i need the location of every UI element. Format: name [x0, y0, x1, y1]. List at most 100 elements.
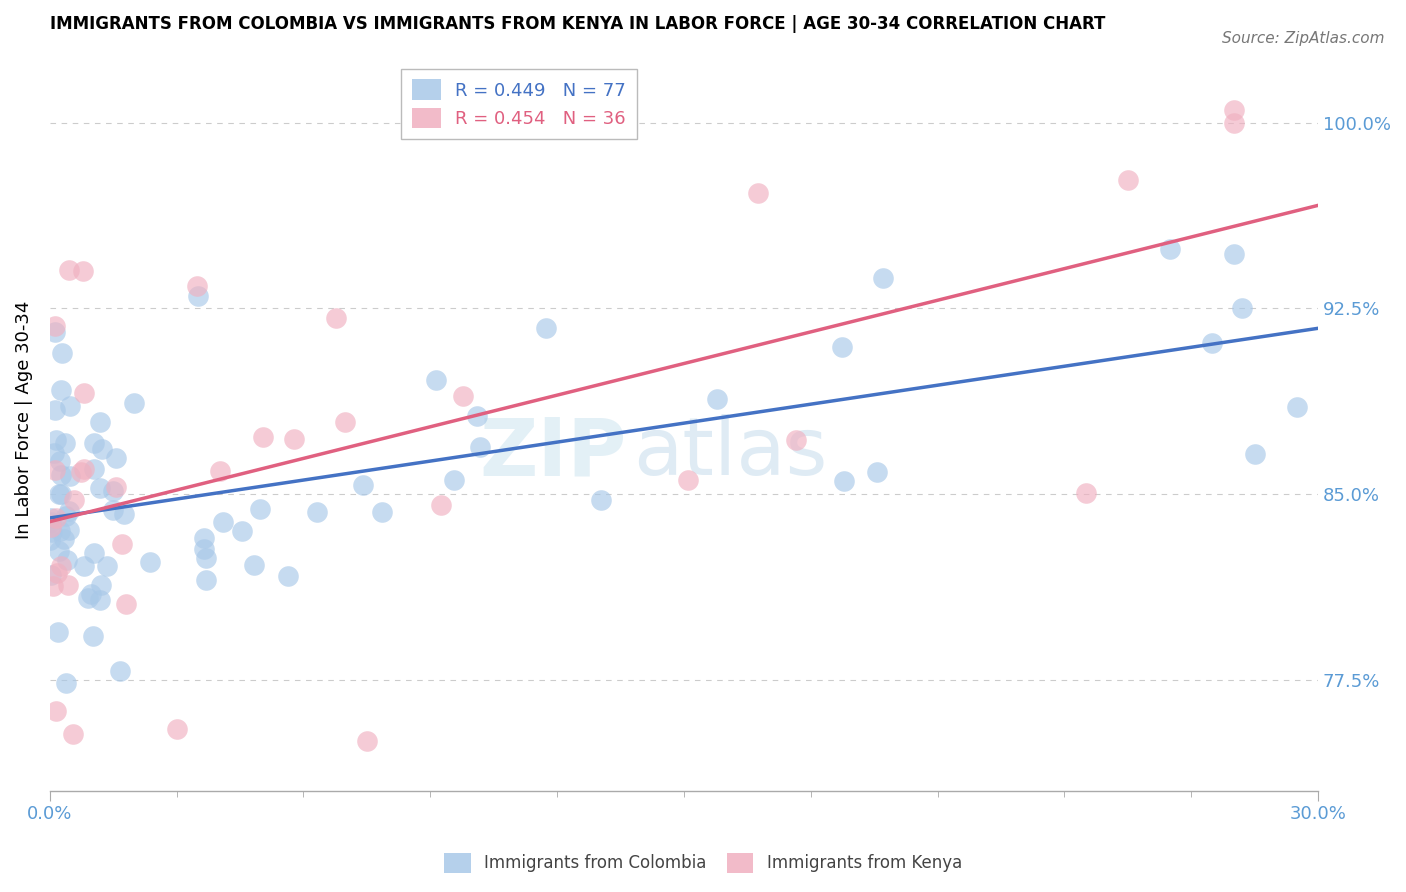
Point [44, 402, 66, 417]
Point [872, 270, 894, 285]
Point [49, 383, 72, 397]
Legend: Immigrants from Colombia, Immigrants from Kenya: Immigrants from Colombia, Immigrants fro… [437, 847, 969, 880]
Point [41, 525, 63, 540]
Point [534, 320, 557, 334]
Point [77, 591, 100, 605]
Point [101, 503, 124, 517]
Point [72, 462, 94, 476]
Point [73, 558, 96, 573]
Point [352, 478, 374, 492]
Point [62, 726, 84, 740]
Text: atlas: atlas [633, 414, 828, 492]
Point [39, 516, 62, 530]
Point [443, 474, 465, 488]
Point [249, 501, 271, 516]
Point [42, 579, 65, 593]
Point [82, 629, 104, 643]
Point [451, 389, 474, 403]
Point [55, 509, 77, 524]
Point [591, 493, 613, 508]
Point [1243, 447, 1265, 461]
Point [39, 511, 62, 525]
Point [89, 415, 111, 429]
Point [468, 440, 491, 454]
Point [425, 373, 447, 387]
Point [832, 475, 855, 489]
Point [831, 340, 853, 354]
Point [49, 524, 72, 538]
Point [46, 566, 69, 581]
Point [108, 664, 131, 678]
Point [139, 555, 162, 569]
Point [55, 676, 77, 690]
Point [58, 262, 80, 277]
Point [356, 734, 378, 748]
Point [48, 487, 70, 501]
Point [45, 511, 67, 525]
Point [45, 704, 67, 718]
Point [186, 279, 208, 293]
Point [305, 506, 328, 520]
Point [370, 505, 392, 519]
Point [96, 559, 118, 574]
Point [44, 446, 66, 460]
Point [105, 451, 128, 466]
Point [90, 442, 112, 456]
Point [59, 468, 82, 483]
Point [277, 569, 299, 583]
Point [193, 531, 215, 545]
Text: Source: ZipAtlas.com: Source: ZipAtlas.com [1222, 31, 1385, 46]
Point [1222, 247, 1244, 261]
Point [1285, 401, 1308, 415]
Point [1222, 116, 1244, 130]
Point [49, 454, 72, 468]
Point [1074, 485, 1097, 500]
Point [124, 396, 146, 410]
Point [39, 533, 62, 548]
Point [430, 498, 453, 512]
Point [72, 264, 94, 278]
Point [51, 487, 73, 501]
Text: IMMIGRANTS FROM COLOMBIA VS IMMIGRANTS FROM KENYA IN LABOR FORCE | AGE 30-34 COR: IMMIGRANTS FROM COLOMBIA VS IMMIGRANTS F… [49, 15, 1105, 33]
Point [49, 468, 72, 483]
Point [70, 465, 93, 479]
Point [51, 346, 73, 360]
Point [111, 537, 134, 551]
Point [252, 429, 274, 443]
Point [103, 483, 125, 498]
Point [55, 553, 77, 567]
Point [80, 587, 103, 601]
Point [90, 577, 112, 591]
Y-axis label: In Labor Force | Age 30-34: In Labor Force | Age 30-34 [15, 301, 32, 539]
Point [283, 432, 305, 446]
Point [866, 465, 889, 479]
Point [48, 544, 70, 558]
Point [46, 625, 69, 640]
Point [73, 386, 96, 401]
Point [1201, 335, 1223, 350]
Point [53, 532, 76, 546]
Point [105, 480, 128, 494]
Point [62, 493, 84, 508]
Point [39, 568, 62, 582]
Point [325, 310, 347, 325]
Point [83, 436, 105, 450]
Point [193, 541, 215, 556]
Point [706, 392, 728, 406]
Point [53, 436, 76, 450]
Point [56, 578, 79, 592]
Point [49, 558, 72, 573]
Point [1159, 242, 1181, 256]
Point [112, 507, 135, 521]
Point [195, 573, 218, 587]
Point [44, 463, 66, 477]
Point [335, 415, 357, 429]
Point [89, 481, 111, 495]
Point [58, 523, 80, 537]
Point [1230, 301, 1253, 316]
Point [44, 325, 66, 339]
Point [187, 289, 209, 303]
Point [243, 558, 266, 573]
Legend: R = 0.449   N = 77, R = 0.454   N = 36: R = 0.449 N = 77, R = 0.454 N = 36 [401, 69, 637, 139]
Point [465, 409, 488, 423]
